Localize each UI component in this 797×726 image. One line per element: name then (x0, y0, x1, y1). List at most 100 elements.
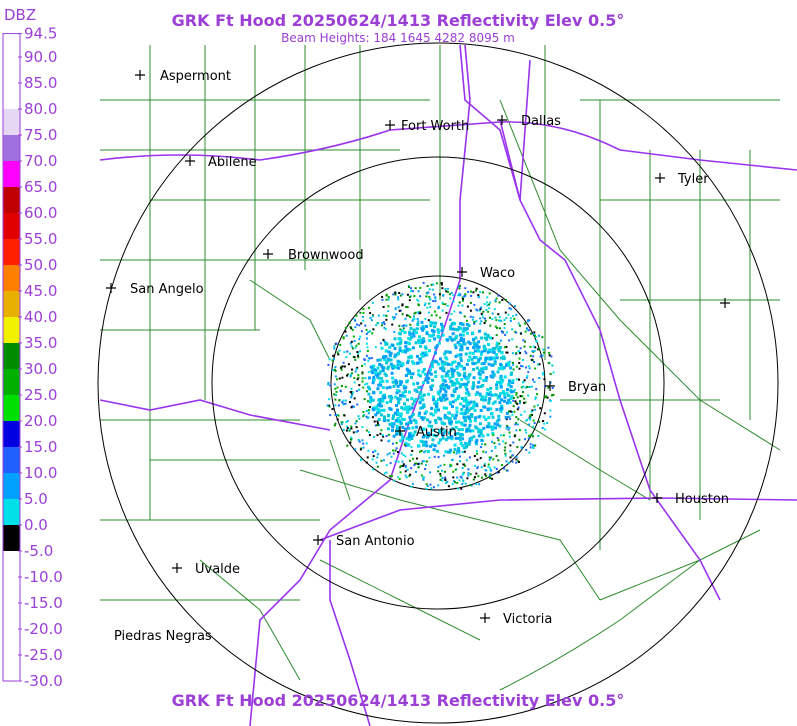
echo-pixel (413, 464, 416, 467)
echo-pixel (369, 365, 373, 369)
echo-pixel (414, 462, 417, 465)
echo-pixel (548, 351, 551, 354)
legend-label: 70.0 (24, 152, 57, 170)
echo-pixel (387, 296, 390, 299)
echo-pixel (507, 416, 510, 419)
echo-pixel (340, 368, 343, 371)
echo-pixel (391, 417, 395, 420)
echo-pixel (467, 408, 471, 412)
echo-pixel (423, 304, 426, 307)
echo-pixel (398, 349, 402, 352)
echo-pixel (362, 319, 365, 322)
echo-pixel (475, 366, 479, 370)
echo-pixel (351, 368, 353, 371)
echo-pixel (497, 414, 501, 418)
echo-pixel (538, 347, 541, 350)
echo-pixel (344, 399, 347, 402)
echo-pixel (520, 364, 523, 367)
echo-pixel (390, 343, 394, 347)
echo-pixel (463, 295, 466, 298)
echo-pixel (440, 375, 444, 379)
echo-pixel (401, 407, 405, 411)
echo-pixel (376, 453, 379, 456)
echo-pixel (533, 405, 536, 408)
echo-pixel (355, 390, 358, 393)
echo-pixel (525, 327, 528, 330)
echo-pixel (480, 438, 484, 442)
echo-pixel (483, 464, 486, 467)
echo-pixel (379, 376, 383, 380)
echo-pixel (464, 385, 468, 389)
echo-pixel (508, 426, 511, 429)
echo-pixel (458, 434, 462, 438)
echo-pixel (497, 313, 500, 316)
echo-pixel (458, 451, 461, 454)
echo-pixel (512, 368, 515, 371)
echo-pixel (372, 364, 376, 368)
legend-swatch (3, 473, 20, 499)
echo-pixel (506, 424, 509, 427)
echo-pixel (417, 341, 421, 345)
echo-pixel (394, 308, 397, 311)
echo-pixel (333, 393, 336, 396)
echo-pixel (383, 472, 386, 475)
echo-pixel (468, 416, 471, 420)
echo-pixel (389, 407, 393, 411)
echo-pixel (474, 289, 477, 292)
echo-pixel (441, 479, 444, 482)
echo-pixel (381, 399, 385, 403)
echo-pixel (385, 294, 388, 297)
echo-pixel (512, 363, 515, 366)
echo-pixel (516, 446, 519, 449)
echo-pixel (464, 396, 468, 400)
echo-pixel (451, 327, 455, 331)
echo-pixel (383, 326, 386, 329)
echo-pixel (410, 446, 413, 449)
echo-pixel (440, 360, 444, 364)
echo-pixel (488, 458, 491, 461)
echo-pixel (491, 431, 495, 435)
echo-pixel (422, 393, 426, 397)
echo-pixel (507, 398, 511, 402)
echo-pixel (400, 394, 404, 398)
echo-pixel (345, 334, 348, 337)
echo-pixel (353, 377, 356, 379)
echo-pixel (466, 380, 470, 384)
echo-pixel (437, 466, 440, 469)
echo-pixel (407, 421, 411, 425)
echo-pixel (448, 293, 451, 296)
echo-pixel (394, 395, 398, 399)
echo-pixel (433, 402, 437, 406)
echo-pixel (499, 327, 501, 330)
echo-pixel (533, 361, 536, 363)
echo-pixel (487, 350, 491, 353)
echo-pixel (514, 434, 517, 437)
echo-pixel (445, 311, 448, 314)
echo-pixel (338, 377, 341, 380)
echo-pixel (411, 290, 414, 293)
echo-pixel (439, 472, 442, 475)
echo-pixel (361, 426, 364, 428)
echo-pixel (399, 466, 402, 469)
echo-pixel (409, 327, 413, 330)
echo-pixel (388, 385, 392, 389)
echo-pixel (350, 390, 353, 393)
echo-pixel (493, 442, 496, 445)
echo-pixel (425, 463, 427, 466)
echo-pixel (480, 362, 484, 366)
echo-pixel (445, 397, 449, 401)
legend-swatch (3, 525, 20, 551)
echo-pixel (475, 426, 479, 430)
echo-pixel (439, 385, 443, 389)
echo-pixel (435, 360, 439, 364)
echo-pixel (348, 352, 351, 355)
legend-swatch (3, 499, 20, 525)
echo-pixel (459, 311, 461, 314)
echo-pixel (443, 454, 446, 457)
echo-pixel (466, 403, 470, 407)
echo-pixel (406, 314, 408, 317)
echo-pixel (385, 314, 388, 317)
echo-pixel (385, 361, 388, 365)
echo-pixel (520, 386, 523, 389)
echo-pixel (382, 314, 385, 317)
